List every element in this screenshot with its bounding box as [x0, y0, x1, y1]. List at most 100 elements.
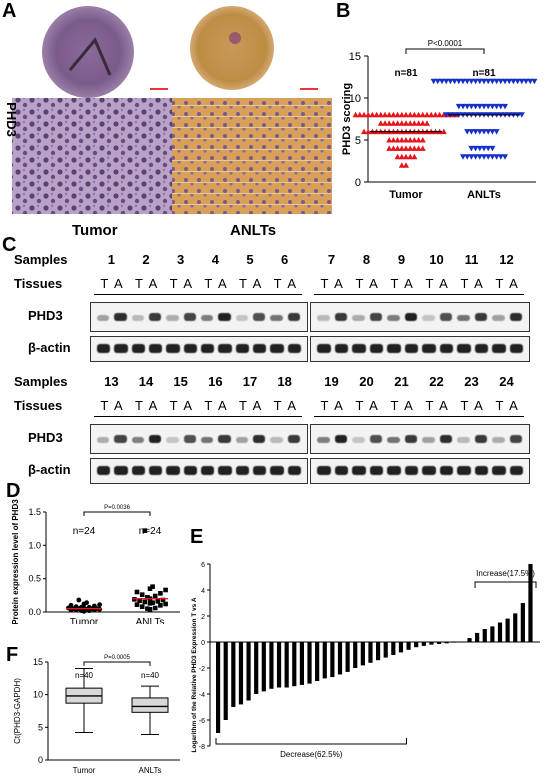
panel-d-chart: 0.0 0.5 1.0 1.5 Protein expression level of …	[11, 499, 180, 624]
data-point	[481, 103, 487, 110]
n-label: n=24	[139, 526, 162, 537]
bar	[345, 642, 350, 672]
blot-band	[97, 344, 111, 353]
bar	[398, 642, 404, 653]
lane-t: T	[355, 276, 364, 291]
sample-number: 2	[142, 252, 150, 267]
y-tick-label: 1.5	[28, 507, 41, 517]
lane-t: T	[390, 276, 399, 291]
bar	[436, 642, 442, 644]
lane-separator	[486, 294, 492, 295]
bar	[452, 642, 457, 643]
lane-separator	[381, 416, 387, 417]
data-point	[407, 153, 414, 160]
data-point	[68, 602, 74, 608]
data-point	[398, 120, 405, 126]
bar	[467, 638, 472, 642]
increase-label: Increase(17.5%)	[476, 569, 535, 578]
sample-number: 13	[104, 374, 119, 389]
y-tick-label: 4	[201, 588, 205, 595]
data-point	[394, 120, 401, 126]
data-point	[152, 605, 158, 611]
data-point	[485, 78, 492, 85]
data-point	[382, 111, 388, 118]
bar	[315, 642, 320, 681]
data-point	[407, 111, 414, 118]
blot-band	[352, 344, 366, 353]
data-point	[481, 129, 487, 135]
data-point	[163, 587, 168, 593]
blot-band	[235, 466, 249, 475]
blot-band	[474, 313, 487, 321]
lane-t: T	[169, 398, 178, 413]
blot-band	[235, 315, 248, 321]
lane-separator	[229, 294, 236, 295]
samples-label: Samples	[14, 252, 68, 267]
data-point	[160, 597, 166, 603]
data-point	[403, 153, 409, 160]
data-point	[147, 607, 153, 612]
lane-separator	[125, 416, 132, 417]
data-point	[472, 129, 479, 135]
y-tick-label: 15	[33, 657, 43, 667]
n-label: n=40	[141, 671, 160, 680]
data-point	[489, 154, 496, 160]
lane-t: T	[273, 398, 282, 413]
y-tick-label: -4	[199, 692, 205, 699]
data-point	[468, 103, 475, 110]
blot-band	[218, 435, 231, 443]
lane-t: T	[239, 398, 247, 413]
anlt-magnified	[172, 98, 332, 214]
lane-t: T	[273, 276, 282, 291]
p-value-label: P<0.0001	[428, 39, 463, 48]
bar	[246, 642, 251, 701]
lane-separator	[229, 416, 236, 417]
data-point	[523, 78, 529, 85]
sample-number: 15	[173, 374, 188, 389]
lane-separator	[160, 294, 167, 295]
data-point	[493, 78, 500, 85]
lane-t: T	[135, 276, 143, 291]
panel-e-letter: E	[190, 526, 204, 548]
blot-band	[97, 437, 110, 443]
data-point	[502, 78, 508, 85]
data-point	[403, 111, 409, 118]
sample-number: 21	[394, 374, 409, 389]
blot-band	[317, 315, 330, 321]
blot-band	[317, 466, 331, 475]
lane-a: A	[287, 398, 296, 413]
lane-a: A	[404, 276, 413, 291]
tumor-tma-core	[42, 6, 134, 98]
data-point	[137, 598, 142, 603]
phd3-blot	[90, 424, 308, 454]
blot-band	[352, 437, 365, 443]
sample-number: 24	[499, 374, 514, 389]
bar	[505, 618, 510, 642]
sample-number: 18	[277, 374, 292, 389]
bar	[421, 642, 426, 646]
actin-row-label: β-actin	[28, 462, 71, 477]
data-point	[489, 145, 496, 152]
data-point	[411, 120, 418, 126]
blot-band	[149, 313, 162, 321]
data-point	[485, 154, 492, 160]
blot-band	[149, 466, 163, 475]
data-point	[518, 78, 525, 85]
blot-band	[422, 466, 436, 475]
blot-band	[439, 344, 453, 353]
data-point	[403, 145, 409, 151]
data-point	[377, 111, 384, 118]
data-point	[415, 145, 422, 151]
actin-blot	[90, 458, 308, 484]
blot-band	[253, 466, 267, 475]
p-value-label: P=0.0036	[104, 505, 131, 511]
lane-underline	[94, 294, 302, 295]
data-point	[447, 78, 454, 85]
data-point	[419, 137, 426, 143]
data-point	[489, 129, 496, 135]
blot-band	[270, 437, 283, 443]
data-point	[139, 604, 145, 609]
blot-band	[183, 466, 197, 475]
data-point	[386, 120, 393, 126]
data-point	[468, 78, 475, 85]
